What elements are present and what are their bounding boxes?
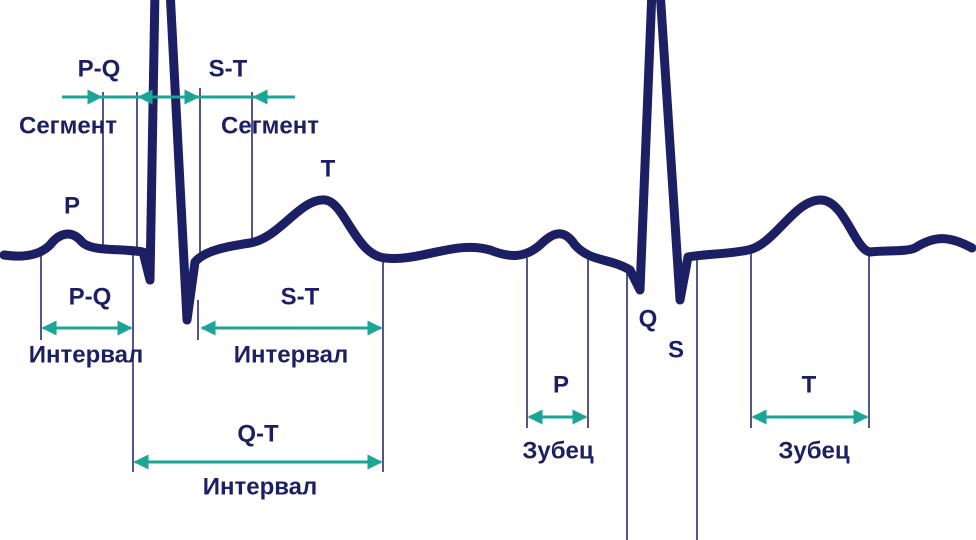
interval-name: S-T [281, 283, 320, 310]
arrows [41, 89, 869, 470]
ecg-trace [0, 0, 976, 325]
interval-label: Интервал [203, 473, 318, 500]
tooth-label: Зубец [522, 437, 594, 464]
segment-label: Сегмент [19, 112, 117, 139]
interval-name: P-Q [69, 283, 112, 310]
interval-label: Интервал [234, 341, 349, 368]
wave-label: T [321, 155, 336, 182]
segment-name: P-Q [78, 55, 121, 82]
wave-label: P [64, 192, 80, 219]
tooth-name: T [802, 371, 817, 398]
guide-lines [40, 88, 870, 540]
wave-label: S [668, 336, 684, 363]
interval-name: Q-T [237, 420, 279, 447]
wave-label: Q [639, 305, 658, 332]
segment-name: S-T [209, 55, 248, 82]
segment-label: Сегмент [221, 112, 319, 139]
tooth-name: P [553, 371, 569, 398]
interval-label: Интервал [29, 341, 144, 368]
tooth-label: Зубец [778, 437, 850, 464]
